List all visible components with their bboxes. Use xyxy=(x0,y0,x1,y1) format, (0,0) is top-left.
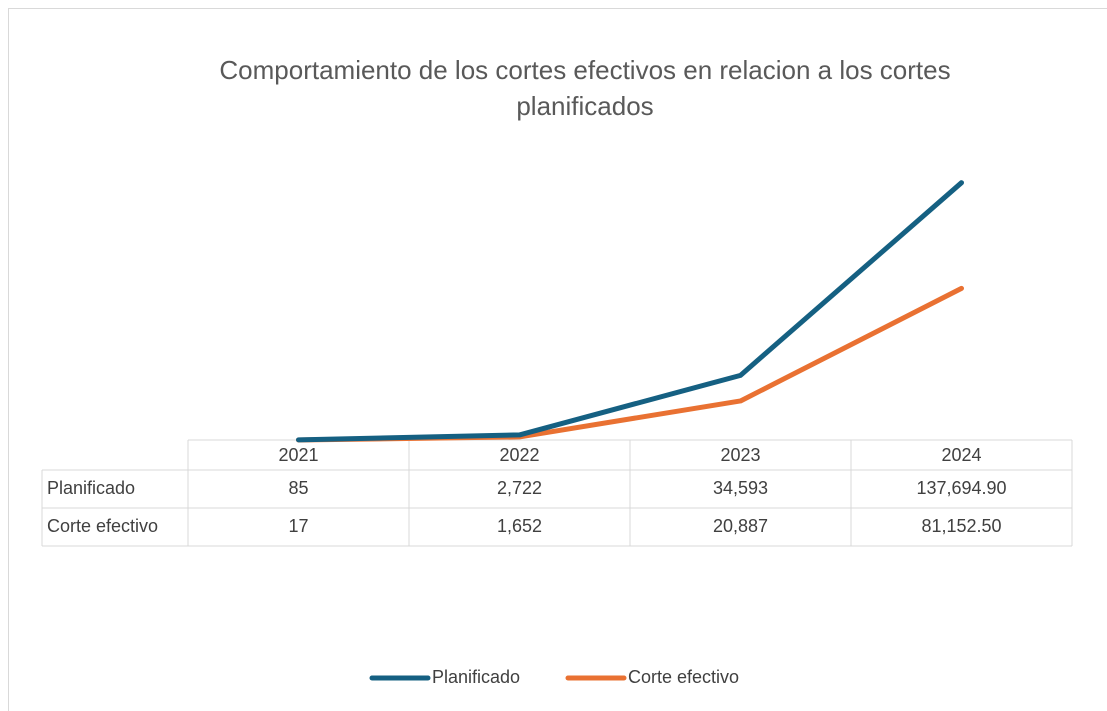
table-cell: 85 xyxy=(288,478,308,498)
table-cell: 2,722 xyxy=(497,478,542,498)
chart-border xyxy=(8,8,1107,711)
table-cell: 81,152.50 xyxy=(921,516,1001,536)
table-cell: 137,694.90 xyxy=(916,478,1006,498)
series-line xyxy=(296,180,964,443)
table-cell: 17 xyxy=(288,516,308,536)
chart-title: Comportamiento de los cortes efectivos e… xyxy=(219,55,951,121)
series-line xyxy=(296,285,964,443)
legend-label: Corte efectivo xyxy=(628,667,739,687)
table-header: 2022 xyxy=(499,445,539,465)
table-header: 2023 xyxy=(720,445,760,465)
legend-label: Planificado xyxy=(432,667,520,687)
table-cell: 20,887 xyxy=(713,516,768,536)
table-row-header: Planificado xyxy=(47,478,135,498)
table-header: 2021 xyxy=(278,445,318,465)
table-header: 2024 xyxy=(941,445,981,465)
table-cell: 34,593 xyxy=(713,478,768,498)
table-cell: 1,652 xyxy=(497,516,542,536)
table-row-header: Corte efectivo xyxy=(47,516,158,536)
